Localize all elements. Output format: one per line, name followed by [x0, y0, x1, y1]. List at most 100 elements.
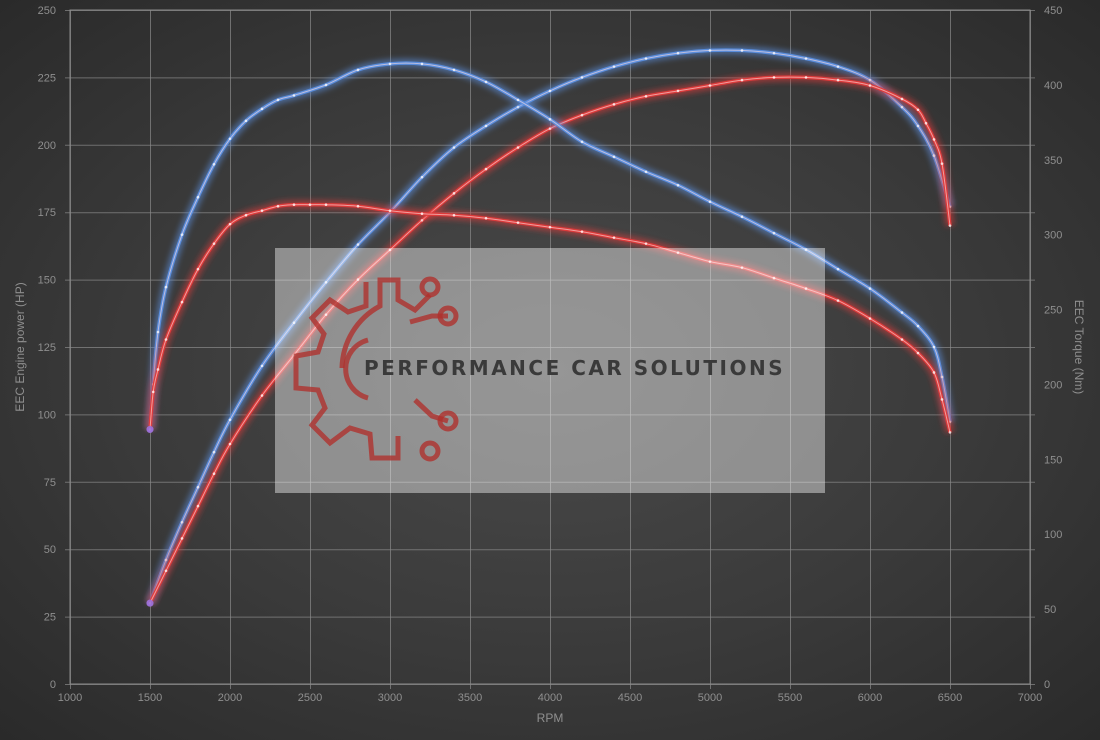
data-point	[916, 108, 920, 112]
watermark: PERFORMANCE CAR SOLUTIONS	[275, 248, 825, 493]
data-point	[940, 162, 944, 165]
data-point	[932, 154, 936, 157]
data-point	[900, 338, 904, 341]
data-point	[548, 89, 552, 93]
data-point	[484, 80, 488, 84]
data-point	[292, 321, 296, 325]
series-highlight	[149, 76, 951, 604]
data-point	[151, 390, 155, 394]
data-point	[324, 203, 328, 207]
data-point	[676, 51, 680, 55]
data-point	[868, 287, 872, 290]
data-point	[260, 209, 264, 213]
x-tick-label: 6500	[938, 692, 962, 704]
x-tick-label: 5500	[778, 692, 802, 704]
data-point	[420, 218, 424, 222]
data-point	[644, 57, 648, 60]
right-y-tick-label: 50	[1044, 604, 1056, 616]
data-point	[916, 324, 920, 328]
x-tick-label: 4000	[538, 692, 562, 704]
data-point	[196, 195, 200, 199]
data-point	[940, 375, 944, 379]
data-point	[452, 192, 456, 195]
x-tick-label: 1000	[58, 692, 82, 704]
left-y-tick-label: 225	[38, 72, 56, 84]
data-point	[388, 248, 392, 252]
data-point	[916, 124, 920, 128]
data-point	[836, 267, 840, 271]
data-point	[244, 119, 248, 123]
data-point	[228, 137, 232, 141]
left-y-tick-label: 50	[44, 544, 56, 556]
left-y-tick-label: 250	[38, 5, 56, 17]
right-y-tick-label: 400	[1044, 80, 1062, 92]
data-point	[612, 65, 616, 68]
data-point	[196, 485, 200, 489]
right-y-tick-label: 0	[1044, 679, 1050, 691]
data-point	[868, 317, 872, 320]
grid-lines	[65, 9, 1035, 689]
left-y-tick-label: 0	[50, 679, 56, 691]
data-point	[932, 138, 936, 141]
data-point	[836, 78, 840, 82]
left-y-tick-label: 150	[38, 275, 56, 287]
data-point	[580, 113, 584, 117]
left-y-tick-label: 75	[44, 477, 56, 489]
data-point	[900, 311, 904, 314]
data-point	[164, 285, 168, 289]
series-highlight	[149, 49, 951, 604]
data-point	[644, 94, 648, 98]
x-tick-labels: 1000 1500 2000 2500 3000 3500 4000 4500 5000 5500…	[58, 692, 1042, 704]
data-point	[420, 62, 424, 66]
x-tick-label: 4500	[618, 692, 642, 704]
right-y-tick-label: 200	[1044, 379, 1062, 391]
left-y-tick-label: 25	[44, 612, 56, 624]
x-tick-label: 5000	[698, 692, 722, 704]
data-point	[164, 338, 168, 341]
data-point	[948, 224, 952, 227]
data-point	[940, 398, 944, 401]
data-point	[740, 266, 744, 269]
data-point	[164, 569, 168, 573]
right-y-axis-title: EEC Torque (Nm)	[1072, 300, 1086, 394]
data-point	[516, 98, 520, 102]
data-point	[836, 65, 840, 68]
data-point	[612, 155, 616, 159]
data-point	[452, 68, 456, 72]
data-point	[212, 162, 216, 166]
data-point	[900, 97, 904, 101]
data-point	[156, 368, 160, 371]
watermark-text: PERFORMANCE CAR SOLUTIONS	[364, 356, 785, 380]
data-point	[356, 68, 360, 72]
data-point	[324, 313, 328, 316]
data-point	[740, 49, 744, 52]
data-series	[145, 45, 955, 607]
data-point	[228, 442, 232, 446]
x-tick-label: 3500	[458, 692, 482, 704]
data-point	[804, 248, 808, 251]
data-point	[868, 84, 872, 87]
data-point	[260, 107, 264, 111]
data-point	[516, 105, 520, 109]
data-point	[676, 251, 680, 254]
x-tick-label: 7000	[1018, 692, 1042, 704]
x-tick-label: 1500	[138, 692, 162, 704]
data-point	[484, 167, 488, 171]
data-point	[580, 230, 584, 233]
series-start-marker	[146, 599, 154, 607]
data-point	[452, 213, 456, 217]
left-y-axis-title: EEC Engine power (HP)	[13, 282, 27, 411]
data-point	[356, 204, 360, 208]
data-point	[260, 364, 264, 368]
data-point	[196, 504, 200, 508]
series-highlight	[149, 204, 951, 433]
data-point	[644, 170, 648, 174]
data-point	[772, 76, 776, 79]
data-point	[580, 140, 584, 144]
data-point	[516, 146, 520, 149]
data-point	[212, 472, 216, 476]
data-point	[612, 236, 616, 239]
right-y-tick-label: 350	[1044, 155, 1062, 167]
data-point	[276, 204, 280, 208]
